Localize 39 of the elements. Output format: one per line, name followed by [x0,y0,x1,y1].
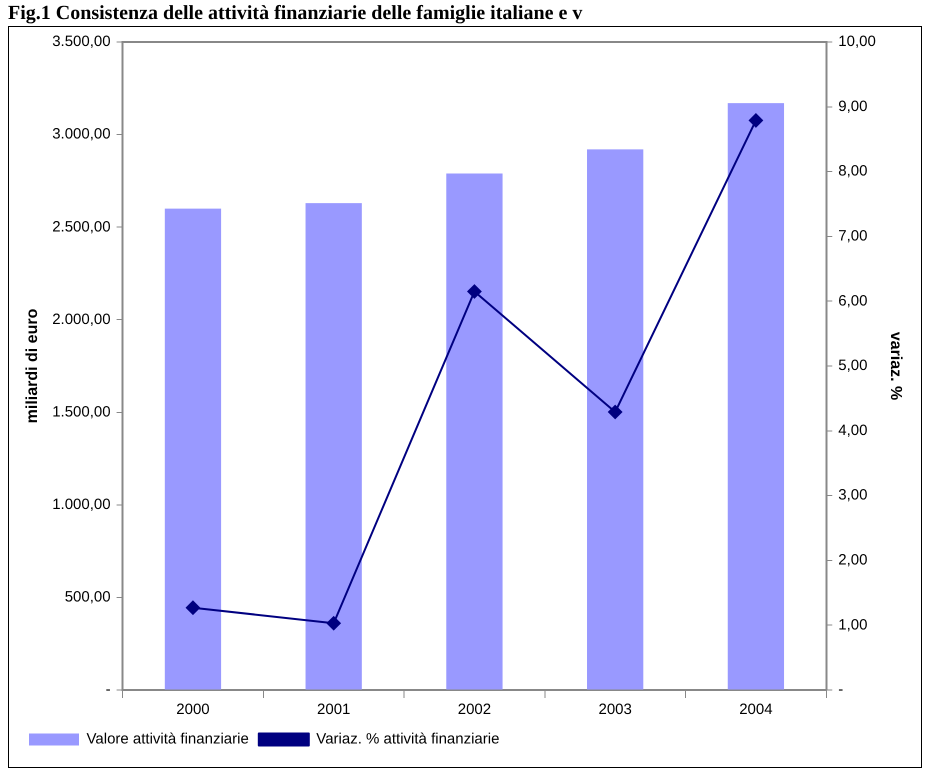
y2-tick-label: 9,00 [838,98,868,115]
y2-tick-label: 5,00 [838,357,868,374]
x-tick-label: 2004 [739,701,773,718]
y2-tick-label: 6,00 [838,292,868,310]
y-tick-label: 500,00 [64,588,111,606]
y-tick-label: 1.500,00 [52,403,111,420]
point [748,113,763,128]
point [326,616,341,630]
y-tick-label: 1.000,00 [52,496,111,513]
y2-tick-label: 3,00 [838,486,868,504]
bar [728,103,784,690]
bar [306,203,362,690]
x-tick-label: 2003 [598,701,632,718]
x-tick-label: 2002 [458,701,492,718]
y-tick-label: 3.500,00 [52,33,111,50]
bar [164,208,222,690]
y-tick-label: 3.000,00 [52,126,111,143]
y2-axis-title: variaz. % [886,332,904,400]
bar [587,149,644,690]
y2-tick-label: 7,00 [838,228,868,245]
y2-tick-label: 2,00 [838,552,868,569]
y2-tick-label: 4,00 [838,422,868,439]
x-tick-label: 2000 [176,701,210,718]
y-tick-label: - [106,681,111,698]
x-tick-label: 2001 [317,701,350,718]
y-axis-title: miliardi di euro [24,308,42,424]
bar [446,173,503,690]
chart-title: Fig.1 Consistenza delle attività finanziarie delle famiglie italiane e v [7,1,584,26]
point [608,405,622,420]
y2-tick-label: 10,00 [838,33,876,50]
point [467,284,482,298]
y2-tick-label: 8,00 [838,162,868,180]
legend-label: Variaz. % attività finanziarie [316,730,500,748]
y2-tick-label: 1,00 [838,616,868,634]
point [186,600,200,615]
y2-tick-label: - [838,681,844,698]
y-tick-label: 2.000,00 [52,310,111,328]
legend-label: Valore attività finanziarie [86,730,249,748]
y-tick-label: 2.500,00 [52,218,111,236]
